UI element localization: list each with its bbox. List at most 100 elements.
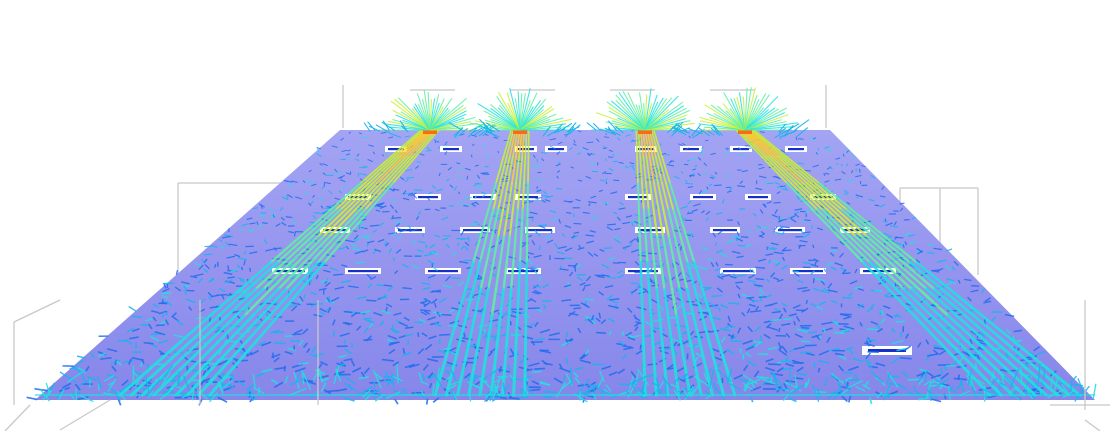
flow-arrow [216,293,228,297]
flow-arrow [601,263,610,269]
flow-arrow [223,234,234,238]
jet-streak [685,287,695,317]
edge-vector [183,375,191,392]
flow-arrow [325,389,338,393]
flow-arrow [711,316,721,321]
flow-arrow [431,290,442,293]
jet-streak [895,261,928,291]
jet-streak [231,340,258,370]
jet-streak [669,182,680,211]
fan-vector [519,87,531,131]
flow-arrow [927,353,939,357]
fan-vector [710,104,746,131]
flow-arrow [348,285,359,289]
flow-arrow [349,171,352,175]
jet-streak [677,208,688,238]
flow-arrow [841,269,847,275]
flow-arrow [534,270,538,275]
flow-arrow [420,311,428,316]
flow-arrow [161,294,169,299]
fan-vector [644,94,648,131]
flow-arrow [1028,381,1035,389]
jet-streak [495,155,505,184]
jet-streak [505,129,515,158]
flow-arrow [458,191,460,195]
flow-arrow [236,264,241,269]
flow-arrow [470,154,473,158]
flow-arrow [916,249,922,255]
flow-arrow [815,305,823,310]
flow-arrow [542,283,550,289]
flow-arrow [774,181,781,185]
flow-arrow [763,203,767,207]
fan-vector [672,121,684,133]
flow-arrow [856,195,860,199]
flow-arrow [765,278,770,283]
flow-arrow [698,330,710,334]
flow-arrow [531,370,542,374]
flow-arrow [756,225,762,229]
edge-vector [772,373,777,383]
jet-streak [491,208,500,238]
edge-vector [959,379,962,386]
flow-arrow [904,241,908,246]
flow-arrow [434,323,442,327]
wire-edge [4,404,31,431]
flow-arrow [812,287,823,293]
jet-streak [887,287,916,317]
flow-arrow [599,179,605,182]
edge-vector [1022,381,1036,396]
fan-vector [560,122,573,131]
edge-vector [870,370,884,384]
fan-vector [638,92,646,131]
fan-vector [744,87,748,131]
flow-arrow [894,241,902,246]
edge-vector [917,378,924,386]
flow-arrow [534,321,539,327]
jet-streak [657,182,665,211]
jet-streak [472,234,482,264]
flow-arrow [614,227,621,231]
flow-arrow [504,384,511,391]
flow-arrow [213,264,217,268]
flow-arrow [412,264,420,270]
flow-arrow [555,163,561,167]
jet-streak [494,261,502,291]
flow-arrow [826,148,832,152]
jet-streak [456,287,467,317]
flow-arrow [932,270,940,273]
flow-arrow [830,299,838,304]
flow-arrow [543,390,557,394]
flow-arrow [773,251,784,255]
jet-streak [814,182,848,211]
flow-arrow [480,172,489,174]
flow-arrow [746,308,751,314]
flow-arrow [380,131,387,134]
fan-vector [509,88,521,131]
edge-vector [630,375,647,385]
flow-arrow [497,150,499,154]
fan-vector [796,127,809,138]
jet-streak [507,155,514,184]
jet-streak [639,129,645,158]
flow-arrow [529,211,538,215]
jet-streak [917,287,950,317]
fan-vector [783,129,798,137]
flow-arrow [444,150,448,156]
flow-arrow [629,242,633,248]
flow-arrow [686,159,691,162]
jet-streak [956,340,987,370]
flow-arrow [536,198,541,202]
flow-arrow [627,336,636,341]
edge-vector [509,374,516,382]
flow-arrow [815,334,821,341]
flow-arrow [460,133,465,136]
flow-arrow [573,371,579,378]
jet-streak [496,314,502,344]
flow-arrow [77,396,89,401]
flow-arrow [316,147,320,152]
edge-vector [333,365,340,385]
flow-arrow [591,314,595,321]
flow-arrow [538,245,542,251]
fan-vector [671,126,687,136]
